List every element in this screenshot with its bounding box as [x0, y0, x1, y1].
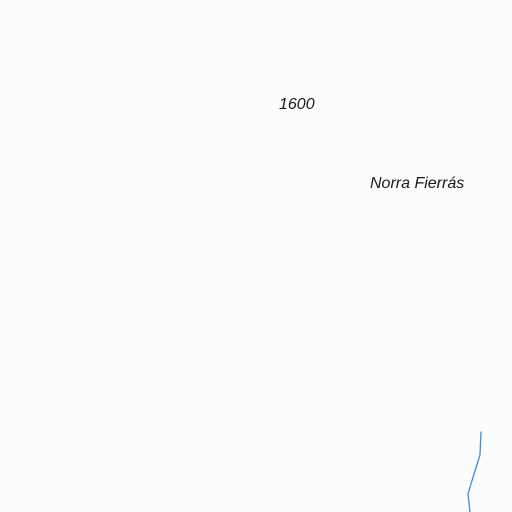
- place-name-label: Norra Fierrás: [370, 175, 465, 192]
- stream-line: [467, 431, 482, 512]
- elevation-label: 1600: [279, 96, 315, 113]
